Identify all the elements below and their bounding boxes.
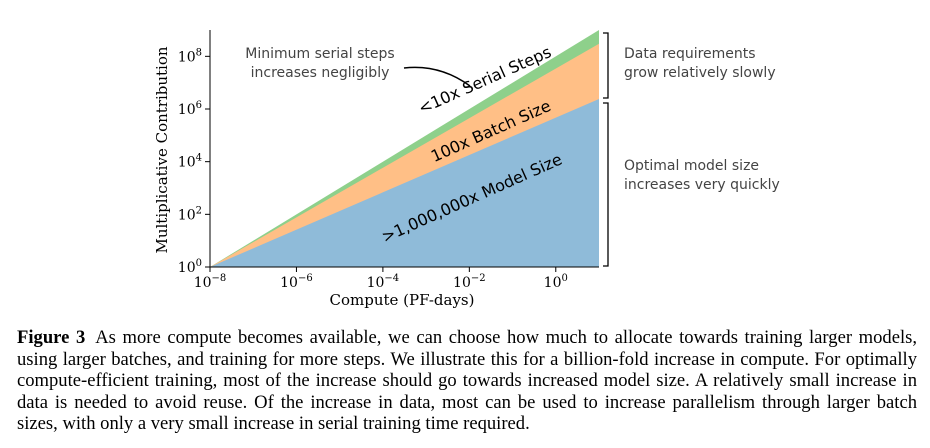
y-tick-label: 102 [178,205,202,223]
y-tick-label: 108 [178,47,202,65]
x-tick-label: 100 [544,273,568,291]
annotation-serial-line1: Minimum serial steps [245,46,394,62]
caption-text: As more compute becomes available, we ca… [17,327,917,434]
x-axis-ticks: 10−8 10−6 10−4 10−2 100 [194,267,568,291]
chart: 10−8 10−6 10−4 10−2 100 100 102 104 106 108 Comp… [153,30,780,309]
y-axis-ticks: 100 102 104 106 108 [178,47,210,276]
annotation-data-line1: Data requirements [624,46,756,62]
data-bracket [603,32,609,99]
x-axis-label: Compute (PF-days) [330,291,475,309]
model-bracket [603,102,609,267]
annotation-serial-line2: increases negligibly [251,65,390,81]
x-tick-label: 10−6 [280,273,313,291]
caption-label: Figure 3 [17,327,86,348]
y-tick-label: 106 [178,100,202,118]
annotation-data-line2: grow relatively slowly [624,65,776,81]
x-tick-label: 10−2 [453,273,486,291]
annotation-model-line1: Optimal model size [624,158,759,174]
annotation-model-line2: increases very quickly [624,177,780,193]
y-tick-label: 100 [178,258,202,276]
y-tick-label: 104 [178,153,202,171]
x-tick-label: 10−8 [194,273,227,291]
y-axis-label: Multiplicative Contribution [153,46,171,253]
figure-caption: Figure 3 As more compute becomes availabl… [17,327,917,435]
annotation-arrow [403,66,471,87]
x-tick-label: 10−4 [367,273,400,291]
area-model-size [210,98,599,268]
